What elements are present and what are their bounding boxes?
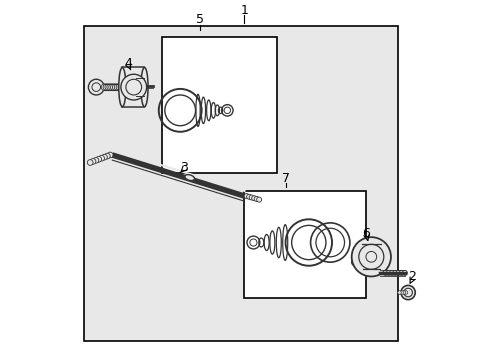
Circle shape xyxy=(118,84,124,90)
Bar xyxy=(244,191,365,298)
Ellipse shape xyxy=(119,67,125,107)
Text: 3: 3 xyxy=(180,161,187,174)
Circle shape xyxy=(107,152,113,158)
Circle shape xyxy=(244,194,248,199)
Circle shape xyxy=(93,157,99,163)
Circle shape xyxy=(254,197,259,202)
Circle shape xyxy=(110,84,117,90)
Circle shape xyxy=(108,84,115,90)
Circle shape xyxy=(107,84,113,90)
Circle shape xyxy=(386,270,390,275)
Ellipse shape xyxy=(184,175,194,181)
Circle shape xyxy=(103,84,109,90)
Circle shape xyxy=(248,195,254,200)
Circle shape xyxy=(395,270,400,275)
Circle shape xyxy=(114,84,121,90)
Circle shape xyxy=(87,159,93,165)
Text: 2: 2 xyxy=(407,270,415,283)
Circle shape xyxy=(400,285,414,300)
Circle shape xyxy=(392,270,397,275)
Circle shape xyxy=(251,196,256,201)
Circle shape xyxy=(382,270,387,275)
Text: 5: 5 xyxy=(196,13,203,27)
Circle shape xyxy=(121,74,146,100)
Bar xyxy=(83,26,397,341)
Circle shape xyxy=(102,154,107,160)
Circle shape xyxy=(116,84,122,90)
Circle shape xyxy=(398,270,404,275)
Circle shape xyxy=(99,156,104,161)
Circle shape xyxy=(399,291,403,294)
Text: 6: 6 xyxy=(361,227,369,240)
Text: 1: 1 xyxy=(240,4,248,17)
Circle shape xyxy=(389,270,394,275)
Circle shape xyxy=(104,153,110,159)
Circle shape xyxy=(90,158,96,164)
Ellipse shape xyxy=(141,67,148,107)
Circle shape xyxy=(101,84,107,90)
Bar xyxy=(162,37,276,173)
Circle shape xyxy=(351,237,390,276)
Circle shape xyxy=(402,270,407,275)
Circle shape xyxy=(112,84,119,90)
Circle shape xyxy=(397,291,401,294)
Text: 7: 7 xyxy=(281,172,289,185)
Circle shape xyxy=(105,84,111,90)
Text: 4: 4 xyxy=(124,57,132,71)
Circle shape xyxy=(256,197,261,202)
Circle shape xyxy=(401,291,405,294)
Circle shape xyxy=(246,194,251,199)
Circle shape xyxy=(404,291,407,294)
Circle shape xyxy=(96,157,102,162)
